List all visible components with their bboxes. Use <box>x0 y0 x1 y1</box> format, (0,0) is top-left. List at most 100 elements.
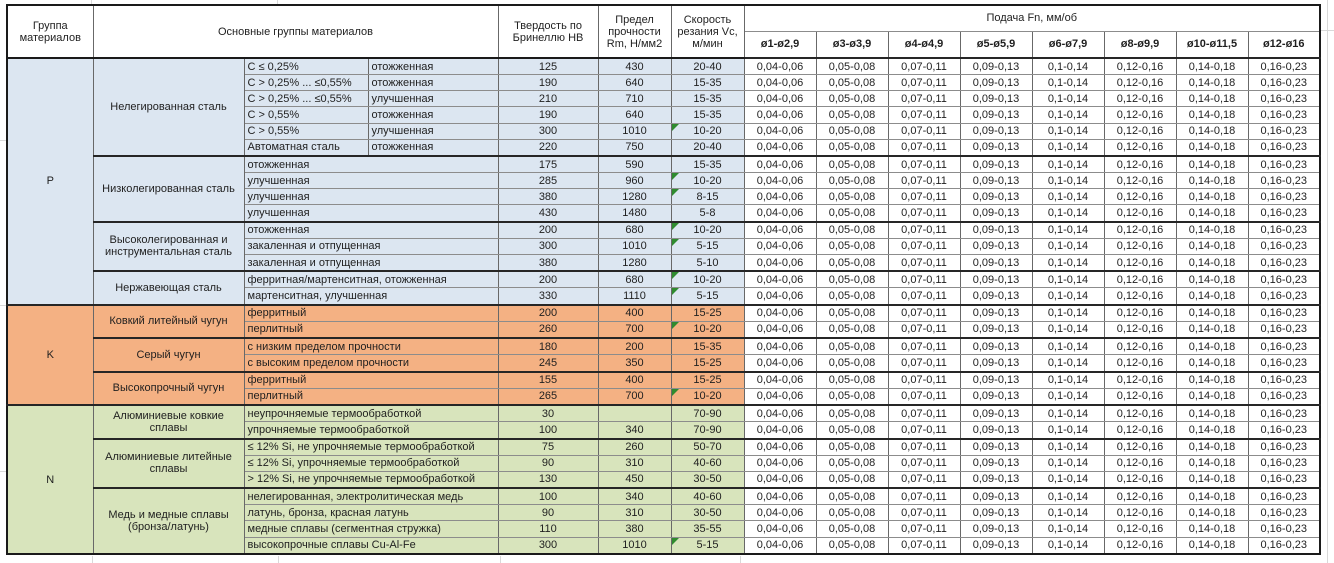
feed-value: 0,1-0,14 <box>1031 204 1105 223</box>
speed-cell: 35-55 <box>670 520 745 538</box>
feed-value: 0,16-0,23 <box>1247 421 1321 440</box>
feed-value: 0,05-0,08 <box>815 122 889 140</box>
subgroup-name: Высоколегированная и инструментальная ст… <box>92 220 245 272</box>
material-state: отожженная <box>367 74 499 92</box>
feed-value: 0,05-0,08 <box>815 253 889 272</box>
speed-value: 50-70 <box>693 441 722 454</box>
strength-value: 1010 <box>597 122 672 140</box>
feed-value: 0,07-0,11 <box>887 470 961 489</box>
feed-value: 0,1-0,14 <box>1031 354 1105 373</box>
feed-value: 0,16-0,23 <box>1247 320 1321 339</box>
feed-value: 0,07-0,11 <box>887 487 961 506</box>
feed-value: 0,1-0,14 <box>1031 106 1105 124</box>
feed-value: 0,16-0,23 <box>1247 387 1321 406</box>
feed-value: 0,1-0,14 <box>1031 536 1105 555</box>
feed-value: 0,07-0,11 <box>887 172 961 190</box>
feed-value: 0,07-0,11 <box>887 520 961 538</box>
table-row: Автоматная сталь отожженная 220 750 20-40 0,0… <box>7 138 1321 157</box>
feed-value: 0,16-0,23 <box>1247 370 1321 389</box>
subgroup-name: Низколегированная сталь <box>92 154 245 223</box>
feed-value: 0,09-0,13 <box>959 370 1033 389</box>
feed-value: 0,12-0,16 <box>1103 253 1177 272</box>
speed-cell: 5-15 <box>670 287 745 306</box>
margin-gridline <box>0 305 6 306</box>
feed-value: 0,05-0,08 <box>815 504 889 522</box>
feed-value: 0,12-0,16 <box>1103 487 1177 506</box>
material-detail: улучшенная <box>243 204 499 223</box>
material-detail: перлитный <box>243 320 499 339</box>
hardness-value: 430 <box>497 204 599 223</box>
material-detail: медные сплавы (сегментная стружка) <box>243 520 499 538</box>
feed-value: 0,1-0,14 <box>1031 387 1105 406</box>
feed-value: 0,16-0,23 <box>1247 154 1321 174</box>
feed-value: 0,12-0,16 <box>1103 404 1177 423</box>
speed-cell: 5-10 <box>670 253 745 272</box>
speed-cell: 70-90 <box>670 404 745 423</box>
speed-value: 30-50 <box>693 473 722 486</box>
feed-value: 0,07-0,11 <box>887 504 961 522</box>
hardness-value: 125 <box>497 57 599 76</box>
speed-value: 5-15 <box>696 539 719 552</box>
strength-value <box>597 404 672 423</box>
feed-value: 0,12-0,16 <box>1103 57 1177 76</box>
speed-cell: 10-20 <box>670 387 745 406</box>
material-detail: C > 0,55% <box>243 106 369 124</box>
feed-value: 0,09-0,13 <box>959 90 1033 108</box>
material-detail: отожженная <box>243 154 499 174</box>
feed-value: 0,04-0,06 <box>743 404 817 423</box>
feed-value: 0,12-0,16 <box>1103 122 1177 140</box>
feed-value: 0,07-0,11 <box>887 74 961 92</box>
feed-value: 0,1-0,14 <box>1031 172 1105 190</box>
feed-value: 0,05-0,08 <box>815 204 889 223</box>
margin-gridline <box>0 471 6 472</box>
hardness-value: 200 <box>497 220 599 239</box>
table-row: Медь и медные сплавы (бронза/латунь) неле… <box>7 487 1321 555</box>
feed-value: 0,09-0,13 <box>959 320 1033 339</box>
feed-value: 0,12-0,16 <box>1103 287 1177 306</box>
speed-cell: 15-35 <box>670 106 745 124</box>
feed-value: 0,04-0,06 <box>743 303 817 322</box>
feed-value: 0,05-0,08 <box>815 370 889 389</box>
material-detail: улучшенная <box>243 188 499 206</box>
strength-value: 260 <box>597 437 672 456</box>
table-row: мартенситная, улучшенная 330 1110 5-15 0,04-… <box>7 287 1321 306</box>
feed-value: 0,09-0,13 <box>959 122 1033 140</box>
speed-cell: 5-15 <box>670 237 745 255</box>
feed-value: 0,14-0,18 <box>1175 204 1249 223</box>
feed-value: 0,04-0,06 <box>743 106 817 124</box>
speed-value: 15-25 <box>693 356 722 369</box>
table-row: P Нелегированная сталь C ≤ 0,25% отожженная… <box>6 57 1321 306</box>
hardness-value: 210 <box>497 90 599 108</box>
hardness-value: 260 <box>497 320 599 339</box>
feed-value: 0,07-0,11 <box>887 454 961 472</box>
machining-parameters-table: Группа материалов Основные группы матери… <box>6 4 1321 555</box>
hardness-value: 190 <box>497 74 599 92</box>
feed-value: 0,16-0,23 <box>1247 220 1321 239</box>
strength-value: 750 <box>597 138 672 157</box>
feed-value: 0,05-0,08 <box>815 404 889 423</box>
table-row: Высоколегированная и инструментальная ст… <box>7 220 1321 272</box>
header-feed-col: ø5-ø5,9 <box>959 30 1033 59</box>
feed-value: 0,12-0,16 <box>1103 303 1177 322</box>
note-indicator-icon <box>672 288 679 296</box>
hardness-value: 190 <box>497 106 599 124</box>
feed-value: 0,07-0,11 <box>887 106 961 124</box>
margin-gridline <box>278 556 279 563</box>
strength-value: 640 <box>597 106 672 124</box>
note-indicator-icon <box>672 538 679 545</box>
strength-value: 700 <box>597 387 672 406</box>
feed-value: 0,05-0,08 <box>815 74 889 92</box>
speed-value: 8-15 <box>696 190 719 203</box>
feed-value: 0,16-0,23 <box>1247 74 1321 92</box>
header-feed: Подача Fn, мм/об <box>743 4 1321 32</box>
feed-value: 0,16-0,23 <box>1247 172 1321 190</box>
feed-value: 0,04-0,06 <box>743 370 817 389</box>
hardness-value: 180 <box>497 337 599 356</box>
strength-value: 640 <box>597 74 672 92</box>
feed-value: 0,04-0,06 <box>743 270 817 289</box>
feed-value: 0,1-0,14 <box>1031 57 1105 76</box>
feed-value: 0,04-0,06 <box>743 470 817 489</box>
group-code: P <box>6 57 94 306</box>
feed-value: 0,07-0,11 <box>887 188 961 206</box>
feed-value: 0,05-0,08 <box>815 172 889 190</box>
